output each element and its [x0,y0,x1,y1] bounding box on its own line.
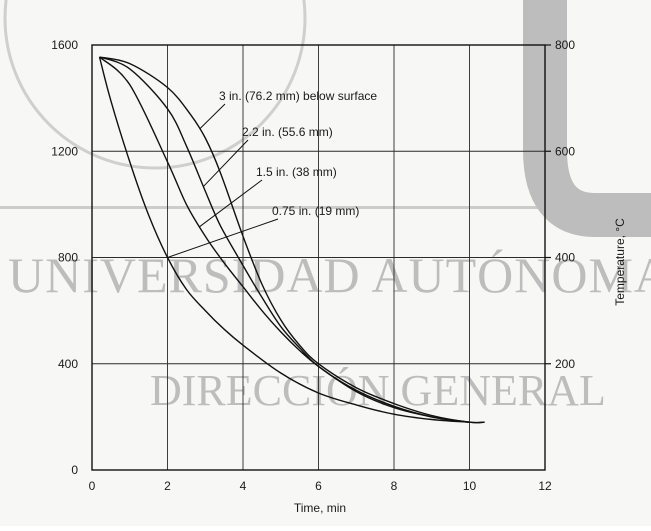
watermark-letter [523,0,651,237]
y-tick-label: 400 [58,357,78,371]
y-tick-label: 1200 [51,144,78,158]
y-right-tick-label: 400 [555,251,575,265]
watermark-line-1: UNIVERSIDAD AUTÓNOMA [8,247,651,303]
x-tick-label: 4 [240,479,247,493]
y-tick-label: 800 [58,251,78,265]
series-lines [98,56,485,424]
y-axis-ticks: 0 400 800 1200 1600 [51,38,78,477]
x-tick-label: 0 [89,479,96,493]
annotation-series-4: 0.75 in. (19 mm) [272,204,359,218]
watermark-line-2: DIRECCIÓN GENERAL [150,366,606,415]
annotation-leaders [167,103,279,258]
series-line-4 [98,56,470,423]
annotation-series-2: 2.2 in. (55.6 mm) [242,125,333,139]
x-tick-label: 12 [538,479,552,493]
y-right-tick-label: 600 [555,144,575,158]
x-tick-label: 6 [315,479,322,493]
series-line-3 [99,56,470,423]
y-axis-right-ticks: 200 400 600 800 [545,38,575,371]
series-line-1 [99,56,485,424]
annotation-leader-4 [167,218,279,258]
y-tick-label: 0 [71,463,78,477]
annotation-series-3: 1.5 in. (38 mm) [256,165,337,179]
x-tick-label: 8 [391,479,398,493]
y-right-tick-label: 800 [555,38,575,52]
y-right-tick-label: 200 [555,357,575,371]
x-axis-ticks: 0 2 4 6 8 10 12 [89,479,552,493]
x-tick-label: 2 [164,479,171,493]
watermark-seal [3,0,307,170]
watermark-band [0,206,651,209]
annotation-leader-3 [199,179,263,228]
watermark: UNIVERSIDAD AUTÓNOMA DIRECCIÓN GENERAL [0,0,651,415]
y-axis-right-label: Temperature, °C [613,218,627,306]
x-tick-label: 10 [463,479,477,493]
y-tick-label: 1600 [51,38,78,52]
annotation-leader-1 [199,103,226,130]
annotation-series-1: 3 in. (76.2 mm) below surface [219,89,377,103]
annotation-leader-2 [203,139,249,187]
x-axis-label: Time, min [294,501,346,515]
